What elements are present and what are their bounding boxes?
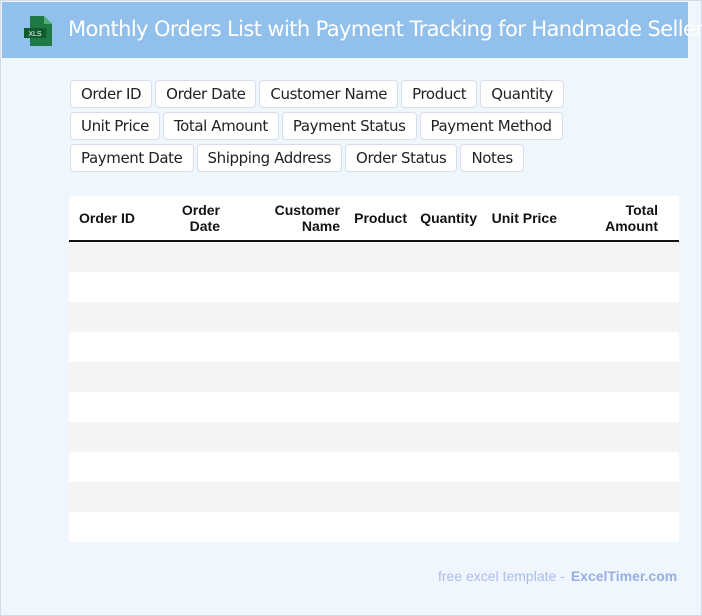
table-row[interactable] (69, 422, 679, 452)
table-row[interactable] (69, 512, 679, 542)
column-header-label: Unit Price (491, 210, 557, 226)
table-row[interactable] (69, 332, 679, 362)
field-chip[interactable]: Customer Name (259, 80, 399, 108)
field-chip[interactable]: Shipping Address (196, 144, 343, 172)
column-header-label: Total Amount (605, 202, 658, 234)
column-header-label: Product (354, 210, 407, 226)
table-row[interactable] (69, 272, 679, 302)
field-chip[interactable]: Payment Method (419, 112, 563, 140)
column-header[interactable]: Customer Name (226, 196, 346, 240)
table-row[interactable] (69, 452, 679, 482)
orders-table: Order ID Order Date Customer Name Product Qu… (69, 196, 679, 542)
table-row[interactable] (69, 392, 679, 422)
field-chip[interactable]: Order ID (70, 80, 153, 108)
svg-text:XLS: XLS (28, 31, 42, 38)
field-chip[interactable]: Notes (460, 144, 524, 172)
column-header[interactable]: Order Date (141, 196, 226, 240)
column-header[interactable]: Product (346, 196, 413, 240)
field-chip[interactable]: Order Status (345, 144, 458, 172)
field-chip[interactable]: Product (401, 80, 478, 108)
table-row[interactable] (69, 362, 679, 392)
column-header-label: Quantity (420, 210, 477, 226)
field-chip[interactable]: Quantity (480, 80, 564, 108)
column-header[interactable]: Unit Price (483, 196, 563, 240)
header-bar: XLS Monthly Orders List with Payment Tra… (2, 2, 702, 58)
column-header[interactable]: Order ID (69, 196, 141, 240)
table-body (69, 242, 679, 542)
column-header[interactable]: Quantity (413, 196, 483, 240)
field-chips: Order ID Order Date Customer Name Product Qu… (70, 80, 630, 172)
xls-file-icon: XLS (24, 16, 52, 46)
column-header-label: Order Date (181, 202, 220, 234)
field-chip[interactable]: Unit Price (70, 112, 160, 140)
field-chip[interactable]: Payment Status (281, 112, 417, 140)
table-header: Order ID Order Date Customer Name Product Qu… (69, 196, 679, 242)
table-row[interactable] (69, 242, 679, 272)
field-chip[interactable]: Total Amount (162, 112, 279, 140)
field-chip[interactable]: Payment Date (70, 144, 194, 172)
page-title: Monthly Orders List with Payment Trackin… (68, 17, 702, 41)
column-header-label: Customer Name (274, 202, 340, 234)
footer: free excel template - ExcelTimer.com (438, 568, 677, 584)
field-chip[interactable]: Order Date (155, 80, 257, 108)
column-header[interactable]: Total Amount (563, 196, 664, 240)
table-row[interactable] (69, 482, 679, 512)
table-row[interactable] (69, 302, 679, 332)
footer-text: free excel template - (438, 568, 565, 584)
footer-brand-link[interactable]: ExcelTimer.com (570, 568, 678, 584)
column-header-label: Order ID (78, 210, 135, 226)
